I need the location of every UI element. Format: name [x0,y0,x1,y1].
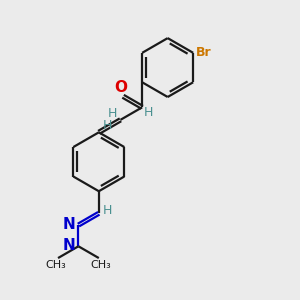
Text: Br: Br [196,46,212,59]
Text: H: H [144,106,153,119]
Text: N: N [62,217,75,232]
Text: H: H [102,204,112,217]
Text: H: H [102,119,112,132]
Text: H: H [108,107,117,120]
Text: CH₃: CH₃ [91,260,112,269]
Text: N: N [62,238,75,253]
Text: O: O [114,80,127,95]
Text: CH₃: CH₃ [45,260,66,269]
